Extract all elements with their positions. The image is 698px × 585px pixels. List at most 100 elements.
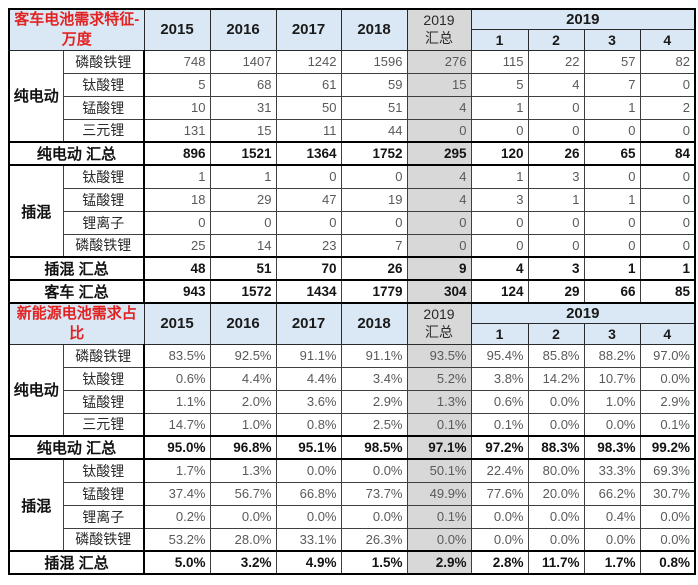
quarter-header: 3: [583, 28, 641, 51]
value-cell: 18: [143, 187, 211, 212]
value-cell: 96.8%: [209, 435, 277, 460]
value-cell: 3.8%: [470, 366, 529, 391]
summary-row: 纯电动 汇总 896 1521 1364 1752 295 120 26 65 84: [8, 141, 696, 166]
material-label: 锰酸锂: [62, 187, 145, 212]
value-cell: 4.4%: [209, 366, 277, 391]
value-cell: 0.6%: [470, 389, 529, 414]
table-row: 纯电动 磷酸铁锂 748 1407 1242 1596 276 115 22 57 82: [8, 49, 696, 143]
summary-label: 插混 汇总: [8, 256, 145, 281]
table-row: 磷酸铁锂 53.2% 28.0% 33.1% 26.3% 0.0% 0.0% 0.0% 0.0%…: [9, 527, 696, 552]
value-cell: 99.2%: [639, 435, 696, 460]
value-cell: 1434: [275, 279, 342, 304]
value-cell: 92.5%: [209, 343, 277, 368]
value-cell: 0.0%: [583, 412, 641, 437]
value-cell: 85: [639, 279, 696, 304]
value-cell: 44: [340, 118, 408, 143]
value-cell: 59: [340, 72, 408, 97]
value-cell: 33.3%: [583, 458, 641, 483]
table-row: 三元锂 131 15 11 44 0 0 0 0 0: [9, 118, 696, 143]
value-cell: 91.1%: [340, 343, 408, 368]
total-row: 客车 汇总 943 1572 1434 1779 304 124 29 66 85: [8, 279, 696, 304]
value-cell: 26: [340, 256, 408, 281]
table-row: 磷酸铁锂 25 14 23 7 0 0 0 0 0: [9, 233, 696, 258]
material-label: 锰酸锂: [62, 481, 145, 506]
value-cell: 0.0%: [470, 504, 529, 529]
value-cell: 3: [470, 187, 529, 212]
value-cell: 26: [527, 141, 585, 166]
value-cell: 0.0%: [209, 504, 277, 529]
value-cell: 0: [406, 233, 472, 258]
value-cell: 88.3%: [527, 435, 585, 460]
quarter-header: 1: [470, 322, 529, 345]
value-cell: 2.0%: [209, 389, 277, 414]
value-cell: 0: [143, 210, 211, 235]
value-cell: 4: [406, 95, 472, 120]
value-cell: 77.6%: [470, 481, 529, 506]
value-cell: 23: [275, 233, 342, 258]
value-cell: 83.5%: [143, 343, 211, 368]
value-cell: 37.4%: [143, 481, 211, 506]
value-cell: 0: [583, 164, 641, 189]
value-cell: 91.1%: [275, 343, 342, 368]
value-cell: 57: [583, 49, 641, 74]
material-label: 钛酸锂: [62, 366, 145, 391]
value-cell: 22: [527, 49, 585, 74]
value-cell: 0.0%: [527, 527, 585, 552]
material-label: 磷酸铁锂: [62, 49, 145, 74]
value-cell: 0.0%: [583, 527, 641, 552]
value-cell: 3.2%: [209, 550, 277, 575]
value-cell: 304: [406, 279, 472, 304]
value-cell: 4: [470, 256, 529, 281]
value-cell: 51: [340, 95, 408, 120]
value-cell: 0: [340, 210, 408, 235]
summary-row: 纯电动 汇总 95.0% 96.8% 95.1% 98.5% 97.1% 97.2% 88.3…: [8, 435, 696, 460]
value-cell: 69.3%: [639, 458, 696, 483]
value-cell: 1: [583, 95, 641, 120]
value-cell: 1596: [340, 49, 408, 74]
material-label: 三元锂: [62, 118, 145, 143]
value-cell: 70: [275, 256, 342, 281]
value-cell: 1407: [209, 49, 277, 74]
value-cell: 2: [639, 95, 696, 120]
value-cell: 0.0%: [340, 504, 408, 529]
quarter-header: 4: [639, 28, 696, 51]
group-label: 纯电动: [8, 49, 64, 143]
header-row: 客车电池需求特征-万度 2015 2016 2017 2018 2019 汇总 2019: [8, 8, 696, 51]
value-cell: 0.1%: [406, 504, 472, 529]
material-label: 磷酸铁锂: [62, 343, 145, 368]
year-header: 2016: [209, 302, 277, 345]
group-label: 插混: [8, 164, 64, 258]
summary-label: 纯电动 汇总: [8, 435, 145, 460]
value-cell: 22.4%: [470, 458, 529, 483]
value-cell: 4: [406, 164, 472, 189]
value-cell: 2.8%: [470, 550, 529, 575]
table-row: 纯电动 磷酸铁锂 83.5% 92.5% 91.1% 91.1% 93.5% 95.4% 85.…: [8, 343, 696, 437]
value-cell: 95.1%: [275, 435, 342, 460]
value-cell: 11.7%: [527, 550, 585, 575]
value-cell: 1.7%: [583, 550, 641, 575]
table-row: 钛酸锂 0.6% 4.4% 4.4% 3.4% 5.2% 3.8% 14.2% 10.7% 0.0…: [9, 366, 696, 391]
material-label: 钛酸锂: [62, 458, 145, 483]
material-label: 钛酸锂: [62, 164, 145, 189]
value-cell: 0.8%: [275, 412, 342, 437]
value-cell: 0: [583, 233, 641, 258]
quarter-header: 3: [583, 322, 641, 345]
quarter-header: 4: [639, 322, 696, 345]
value-cell: 3: [527, 256, 585, 281]
value-cell: 5: [470, 72, 529, 97]
value-cell: 68: [209, 72, 277, 97]
table-row: 插混 钛酸锂 1 1 0 0 4 1 3 0 0: [8, 164, 696, 258]
value-cell: 3.4%: [340, 366, 408, 391]
value-cell: 0.0%: [527, 389, 585, 414]
value-cell: 1.7%: [143, 458, 211, 483]
value-cell: 1779: [340, 279, 408, 304]
table-row: 锂离子 0 0 0 0 0 0 0 0 0: [9, 210, 696, 235]
value-cell: 0: [527, 233, 585, 258]
value-cell: 2.9%: [340, 389, 408, 414]
value-cell: 25: [143, 233, 211, 258]
value-cell: 0: [470, 233, 529, 258]
value-cell: 5: [143, 72, 211, 97]
value-cell: 0: [639, 233, 696, 258]
